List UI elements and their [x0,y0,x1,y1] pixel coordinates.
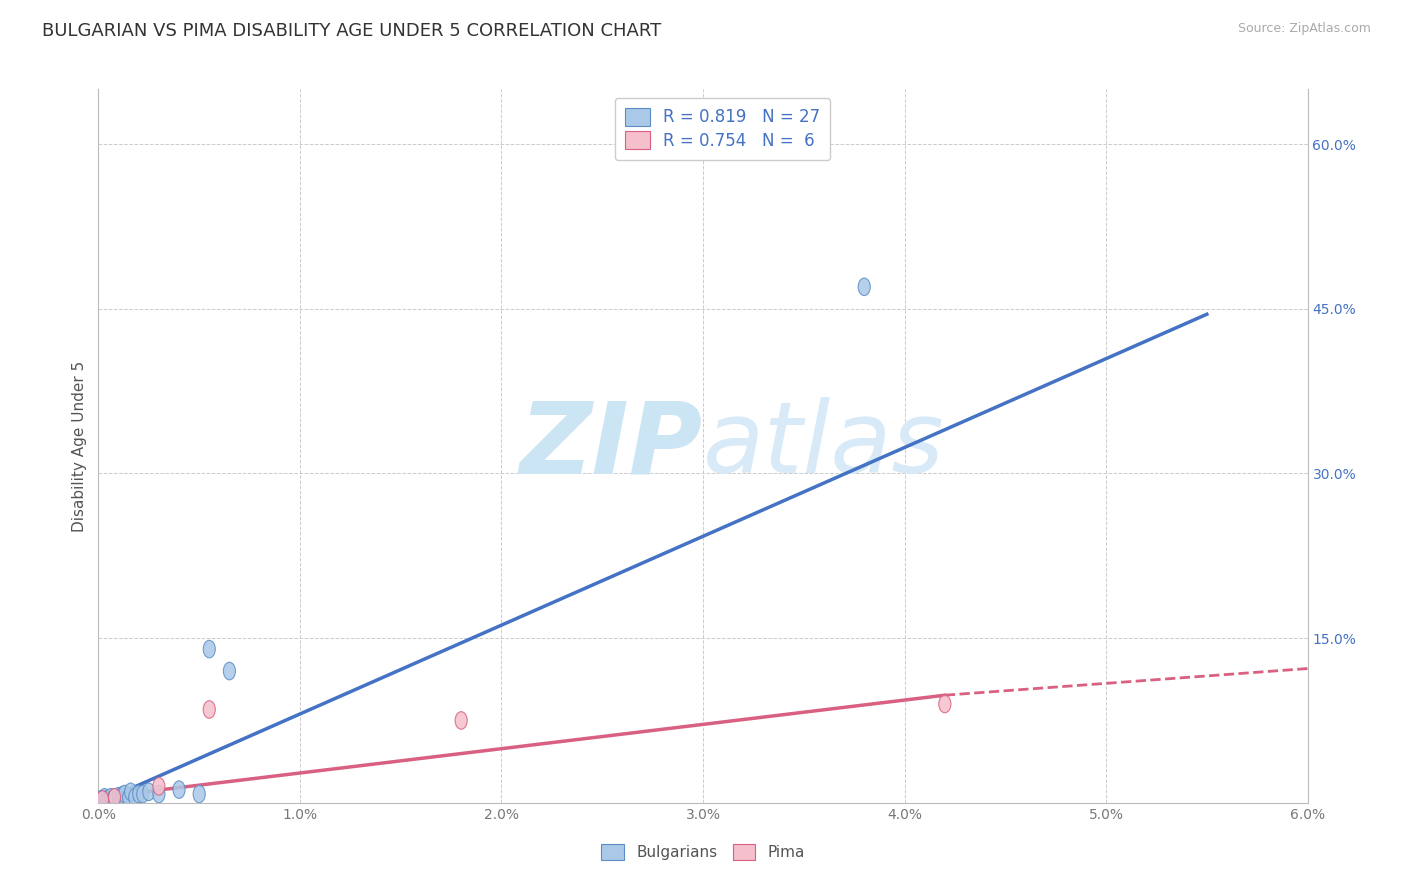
Ellipse shape [104,789,117,806]
Ellipse shape [118,785,131,803]
Ellipse shape [125,783,136,801]
Ellipse shape [112,789,125,807]
Ellipse shape [94,790,107,808]
Ellipse shape [97,790,108,808]
Ellipse shape [224,662,235,680]
Ellipse shape [100,790,112,808]
Ellipse shape [112,788,125,805]
Ellipse shape [108,789,121,806]
Text: BULGARIAN VS PIMA DISABILITY AGE UNDER 5 CORRELATION CHART: BULGARIAN VS PIMA DISABILITY AGE UNDER 5… [42,22,661,40]
Ellipse shape [193,785,205,803]
Ellipse shape [117,787,129,804]
Legend: Bulgarians, Pima: Bulgarians, Pima [595,838,811,866]
Ellipse shape [132,785,145,803]
Ellipse shape [129,789,141,806]
Ellipse shape [108,789,121,806]
Ellipse shape [173,780,186,798]
Ellipse shape [153,785,165,803]
Ellipse shape [122,789,135,806]
Ellipse shape [104,790,117,808]
Text: Source: ZipAtlas.com: Source: ZipAtlas.com [1237,22,1371,36]
Ellipse shape [114,789,127,806]
Ellipse shape [204,640,215,658]
Ellipse shape [107,790,118,808]
Ellipse shape [456,712,467,730]
Text: ZIP: ZIP [520,398,703,494]
Ellipse shape [204,701,215,718]
Ellipse shape [103,790,114,808]
Ellipse shape [97,790,108,808]
Text: atlas: atlas [703,398,945,494]
Ellipse shape [143,783,155,801]
Ellipse shape [98,789,111,806]
Ellipse shape [858,278,870,295]
Y-axis label: Disability Age Under 5: Disability Age Under 5 [72,360,87,532]
Ellipse shape [153,778,165,795]
Ellipse shape [136,785,149,803]
Ellipse shape [939,695,950,713]
Ellipse shape [98,790,111,808]
